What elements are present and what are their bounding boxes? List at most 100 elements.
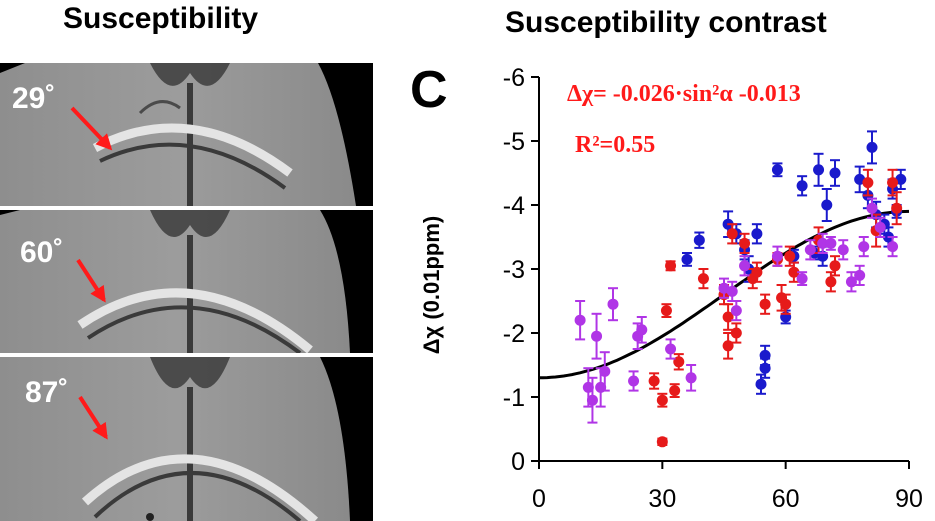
- data-point: [866, 130, 878, 165]
- point-marker: [739, 237, 751, 249]
- data-point: [722, 303, 734, 331]
- point-marker: [648, 375, 660, 387]
- point-marker: [681, 253, 693, 265]
- data-point: [887, 236, 899, 258]
- data-point: [759, 357, 771, 379]
- point-marker: [755, 378, 767, 390]
- data-point: [759, 293, 771, 315]
- point-marker: [866, 202, 878, 214]
- data-point: [862, 168, 874, 197]
- point-marker: [751, 228, 763, 240]
- point-marker: [591, 330, 603, 342]
- data-point: [726, 280, 738, 302]
- point-marker: [837, 244, 849, 256]
- data-point: [648, 372, 660, 390]
- point-marker: [771, 164, 783, 176]
- point-marker: [628, 375, 640, 387]
- point-marker: [656, 436, 668, 448]
- mri-panel-2: 60˚: [0, 210, 373, 355]
- point-marker: [693, 234, 705, 246]
- data-point: [796, 271, 808, 286]
- y-tick-label: -1: [503, 384, 525, 412]
- point-marker: [730, 305, 742, 317]
- point-marker: [739, 260, 751, 272]
- point-marker: [673, 356, 685, 368]
- point-marker: [845, 276, 857, 288]
- x-tick-label: 60: [772, 485, 800, 513]
- data-point: [665, 338, 677, 360]
- point-marker: [829, 167, 841, 179]
- y-tick-label: 0: [511, 448, 525, 476]
- point-marker: [665, 343, 677, 355]
- point-marker: [726, 228, 738, 240]
- data-point: [813, 152, 825, 187]
- point-marker: [771, 250, 783, 262]
- series-purple: [574, 197, 899, 424]
- data-point: [874, 216, 886, 238]
- data-point: [887, 168, 899, 197]
- data-point: [607, 287, 619, 322]
- x-tick-label: 90: [895, 485, 923, 513]
- point-marker: [751, 266, 763, 278]
- point-marker: [788, 266, 800, 278]
- mri-panel-1: 29˚: [0, 63, 373, 206]
- data-point: [780, 293, 792, 315]
- point-marker: [669, 385, 681, 397]
- data-point: [751, 223, 763, 245]
- y-tick-label: -2: [503, 320, 525, 348]
- point-marker: [660, 305, 672, 317]
- point-marker: [825, 276, 837, 288]
- y-axis-label: Δχ (0.01ppm): [419, 216, 444, 355]
- data-point: [599, 351, 611, 392]
- point-marker: [586, 394, 598, 406]
- data-point: [636, 316, 648, 344]
- point-marker: [759, 362, 771, 374]
- red-arrow-icon: [76, 258, 106, 303]
- y-tick-label: -6: [503, 64, 525, 92]
- data-point: [829, 159, 841, 187]
- fit-equation: Δχ= -0.026·sin²α -0.013: [567, 81, 801, 107]
- data-point: [685, 364, 697, 392]
- y-tick-label: -3: [503, 256, 525, 284]
- data-point: [796, 175, 808, 197]
- data-point: [751, 261, 763, 283]
- point-marker: [821, 199, 833, 211]
- point-marker: [858, 241, 870, 253]
- point-marker: [599, 365, 611, 377]
- red-arrow-icon: [70, 106, 113, 151]
- series-red: [648, 168, 903, 448]
- data-point: [665, 260, 677, 272]
- point-marker: [726, 285, 738, 297]
- data-point: [891, 191, 903, 226]
- point-marker: [854, 269, 866, 281]
- data-point: [845, 271, 857, 293]
- axes: 0 -1 -2 -3 -4 -5 -6 0 30 60 90: [503, 64, 923, 513]
- chart-title: Susceptibility contrast: [505, 6, 827, 39]
- angle-label-87: 87˚: [25, 376, 68, 409]
- data-point: [804, 239, 816, 261]
- point-marker: [759, 298, 771, 310]
- point-marker: [866, 141, 878, 153]
- point-marker: [784, 250, 796, 262]
- y-tick-label: -5: [503, 128, 525, 156]
- point-marker: [730, 327, 742, 339]
- point-marker: [887, 177, 899, 189]
- r-squared-label: R²=0.55: [575, 132, 655, 158]
- point-marker: [780, 298, 792, 310]
- scatter-chart: C Δχ (0.01ppm) 0 -1 -2 -3 -4 -5 -6 0 30 60 90 Δχ= …: [410, 61, 923, 513]
- data-point: [771, 245, 783, 267]
- data-point: [739, 255, 751, 277]
- angle-label-60: 60˚: [20, 236, 63, 269]
- point-marker: [829, 260, 841, 272]
- data-point: [693, 231, 705, 249]
- point-marker: [862, 177, 874, 189]
- data-point: [825, 236, 837, 251]
- data-point: [730, 300, 742, 322]
- red-arrow-icon: [78, 395, 108, 440]
- data-point: [673, 353, 685, 371]
- point-marker: [796, 273, 808, 285]
- point-marker: [574, 314, 586, 326]
- point-marker: [796, 180, 808, 192]
- point-marker: [665, 260, 677, 272]
- point-marker: [825, 237, 837, 249]
